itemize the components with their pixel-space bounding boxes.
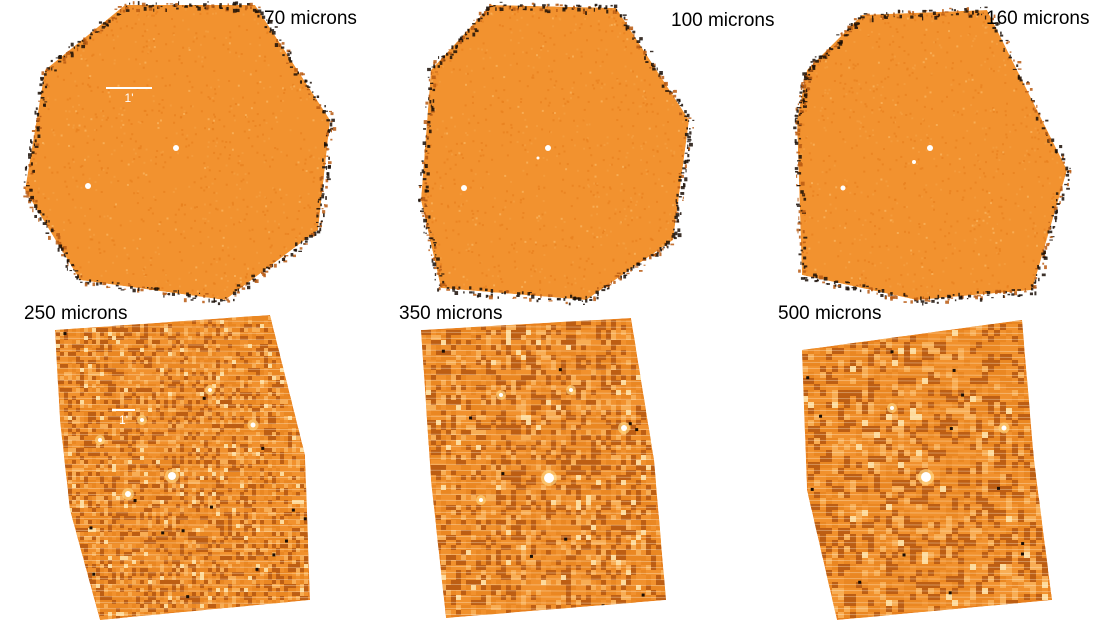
point-source [921, 472, 931, 482]
scale-bar-label: 1' [125, 91, 134, 105]
map-image-350 [421, 318, 666, 618]
panel-250-microns: 1' 250 microns [0, 300, 371, 631]
caption-500-microns: 500 microns [778, 303, 882, 324]
caption-250-microns: 250 microns [24, 303, 128, 324]
point-source [1001, 425, 1007, 431]
point-source [569, 388, 573, 392]
caption-70-microns: 70 microns [264, 8, 357, 29]
point-source [208, 388, 212, 392]
point-source [168, 472, 176, 480]
panel-500-microns: 500 microns [742, 300, 1113, 631]
point-source [621, 425, 627, 431]
caption-100-microns: 100 microns [671, 10, 775, 31]
point-source [499, 393, 503, 397]
point-source [140, 418, 144, 422]
point-source [461, 185, 467, 191]
caption-160-microns: 160 microns [986, 8, 1090, 29]
map-image-500 [802, 320, 1052, 620]
map-image-250: 1' [55, 315, 310, 620]
caption-350-microns: 350 microns [399, 303, 503, 324]
point-source [98, 438, 102, 442]
panel-70-microns: 1' 70 microns [0, 0, 371, 310]
point-source [912, 160, 916, 164]
scale-bar-label: 1' [119, 413, 128, 427]
point-source [840, 185, 846, 191]
point-source [125, 491, 131, 497]
point-source [545, 145, 551, 151]
point-source [927, 145, 933, 151]
point-source [544, 473, 554, 483]
point-source [250, 422, 256, 428]
point-source [479, 498, 483, 502]
map-image-70: 1' [23, 1, 337, 306]
panel-350-microns: 350 microns [371, 300, 742, 631]
map-image-160 [793, 6, 1072, 306]
map-field [421, 5, 689, 300]
point-source [890, 406, 894, 410]
point-source [173, 145, 179, 151]
point-source [536, 156, 540, 160]
point-source [85, 183, 91, 189]
map-field [797, 10, 1067, 300]
panel-160-microns: 160 microns [742, 0, 1113, 310]
map-image-100 [418, 1, 695, 306]
panel-100-microns: 100 microns [371, 0, 775, 310]
